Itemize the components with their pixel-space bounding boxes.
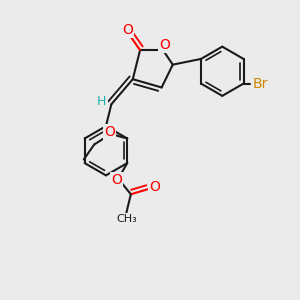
- Text: O: O: [160, 38, 170, 52]
- Text: O: O: [104, 125, 115, 140]
- Text: H: H: [97, 95, 106, 108]
- Text: O: O: [122, 23, 133, 37]
- Text: Br: Br: [252, 76, 268, 91]
- Text: O: O: [111, 173, 122, 187]
- Text: O: O: [149, 180, 160, 194]
- Text: CH₃: CH₃: [116, 214, 137, 224]
